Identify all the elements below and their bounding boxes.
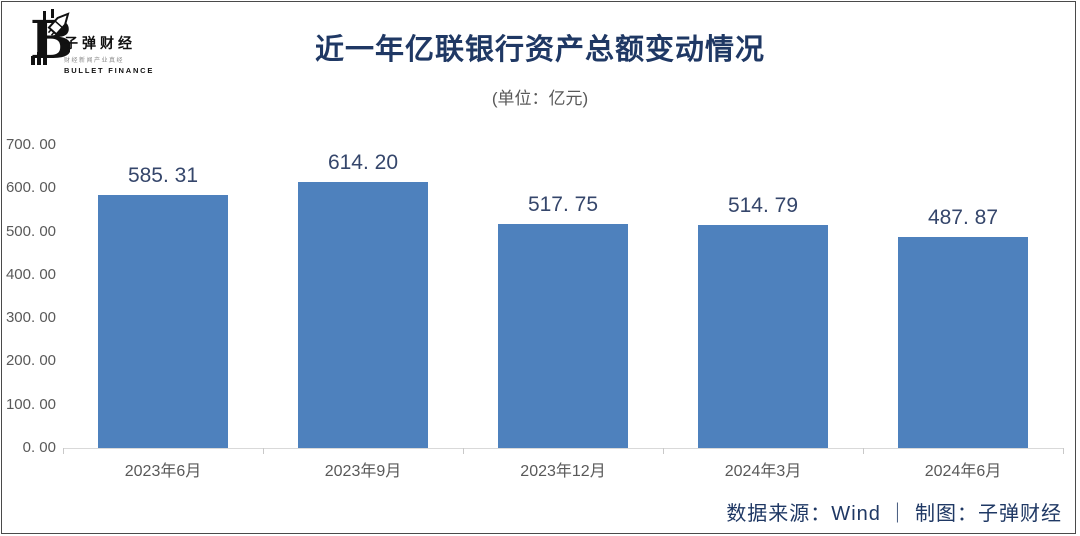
x-axis-line — [63, 448, 1063, 449]
chart-unit-subtitle: (单位：亿元) — [491, 89, 589, 108]
bar — [698, 225, 828, 448]
bar-cell: 585. 31 — [63, 145, 263, 448]
x-tick-mark — [863, 448, 864, 454]
chart-title: 近一年亿联银行资产总额变动情况 — [314, 34, 765, 66]
bullet-finance-logo-icon: B — [30, 9, 70, 70]
x-axis-labels: 2023年6月 2023年9月 2023年12月 2024年3月 2024年6月 — [63, 457, 1063, 481]
bar-value-label: 517. 75 — [527, 192, 599, 216]
source-note: 数据来源：Wind ｜ 制图：子弹财经 — [726, 503, 1062, 525]
rocket-icon — [47, 12, 70, 36]
x-tick-mark — [263, 448, 264, 454]
y-tick-label: 0. 00 — [22, 439, 56, 456]
bar-cell: 487. 87 — [863, 145, 1063, 448]
y-tick-label: 700. 00 — [5, 136, 56, 153]
y-axis: 700. 00 600. 00 500. 00 400. 00 300. 00 200. … — [0, 0, 56, 536]
y-tick-label: 100. 00 — [5, 395, 56, 413]
x-tick-mark — [663, 448, 664, 454]
y-tick-label: 200. 00 — [5, 352, 56, 370]
bar-value-label: 585. 31 — [127, 163, 199, 187]
x-category-label: 2024年3月 — [724, 463, 802, 480]
bar-value-label: 514. 79 — [727, 194, 799, 218]
bar-value-label: 614. 20 — [327, 151, 399, 175]
bar — [498, 223, 628, 448]
x-category-label: 2023年6月 — [124, 463, 202, 480]
bar-value-label: 487. 87 — [927, 205, 999, 229]
bar — [98, 194, 228, 448]
y-tick-label: 300. 00 — [5, 309, 56, 327]
x-tick-mark — [463, 448, 464, 454]
bar-cell: 614. 20 — [263, 145, 463, 448]
logo-brand-text: 子弹财经 — [64, 35, 136, 51]
logo-brand-en: BULLET FINANCE — [64, 66, 155, 75]
y-tick-label: 500. 00 — [5, 222, 56, 240]
x-category-label: 2024年6月 — [924, 463, 1002, 480]
x-tick-mark — [1063, 448, 1064, 454]
logo-tagline: 财经新闻产业真经 — [64, 58, 125, 64]
y-tick-label: 600. 00 — [5, 179, 56, 197]
bar — [898, 236, 1028, 448]
x-category-label: 2023年9月 — [324, 463, 402, 480]
y-tick-label: 400. 00 — [5, 265, 56, 283]
plot-area: 585. 31 614. 20 517. 75 514. 79 487. 87 — [63, 145, 1063, 448]
bar-cell: 517. 75 — [463, 145, 663, 448]
x-category-label: 2023年12月 — [520, 463, 606, 480]
x-tick-mark — [63, 448, 64, 454]
logo: B 子弹财经 财经新闻产业真经 BULLET FINANCE — [28, 6, 198, 75]
bar — [298, 182, 428, 448]
bar-cell: 514. 79 — [663, 145, 863, 448]
